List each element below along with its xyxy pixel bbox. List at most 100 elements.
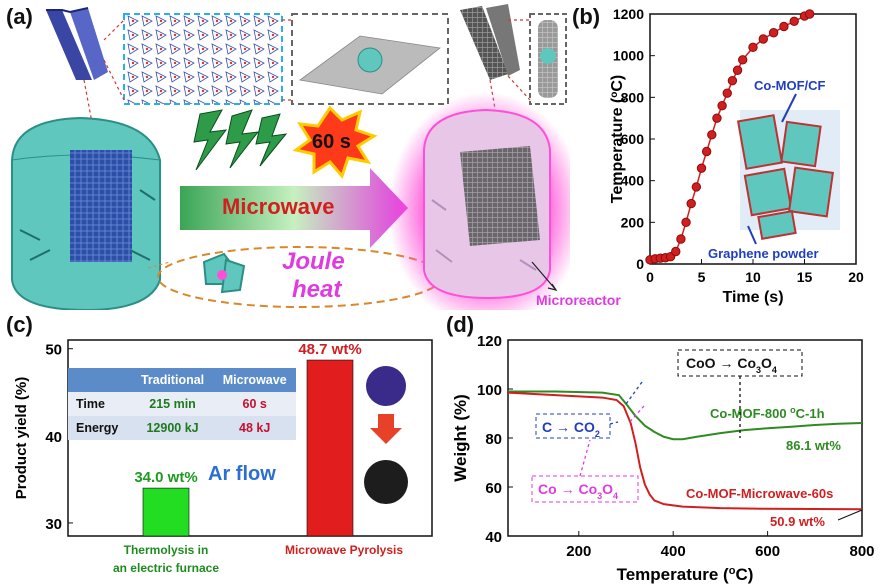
data-point-b: [712, 113, 722, 123]
bar: [306, 359, 354, 537]
joule-heat-label-2: heat: [292, 276, 342, 303]
microreactor-glowing: [388, 92, 570, 310]
table-cell: Energy: [68, 416, 132, 440]
x-axis-label-d: Temperature (oC): [617, 565, 754, 584]
data-point-b: [779, 21, 789, 32]
y-tick-label-b: 400: [621, 173, 645, 189]
data-point-b: [686, 198, 696, 209]
microreactor-label: Microreactor: [536, 292, 621, 308]
series-line: [507, 391, 863, 511]
carbon-cloth-before: [11, 116, 161, 310]
table-cell: 12900 kJ: [131, 416, 214, 440]
time-badge-label: 60 s: [312, 131, 351, 153]
y-tick-label-b: 1200: [613, 6, 644, 22]
table-row: Energy 12900 kJ 48 kJ: [68, 416, 296, 440]
series-line: [508, 390, 863, 441]
data-point-b: [758, 34, 769, 44]
bar-value-label: 34.0 wt%: [134, 469, 197, 486]
data-point-b: [789, 16, 799, 26]
graphene-flake: [787, 166, 835, 218]
y-tick-label-d: 60: [485, 480, 502, 497]
timer-burst-icon: [292, 105, 378, 179]
annotation-box-co-co3o4: [531, 475, 639, 503]
dark-fiber-icon: [460, 4, 520, 80]
chart-c: 30 40 50 Product yield (%) 34.0 wt% Thermolys…: [13, 339, 433, 575]
carbon-fiber-icon: [46, 7, 108, 80]
table-header: Microwave: [213, 368, 296, 392]
x-tick-label-d: 400: [661, 543, 686, 560]
y-tick-label-b: 0: [636, 256, 644, 272]
annotation-coo-co3o4: CoO → Co3O4: [686, 355, 777, 375]
table-header-row: Traditional Microwave: [68, 368, 296, 392]
series-label-red: Co-MOF-Microwave-60s: [686, 486, 833, 501]
joule-heat-label-1: Joule: [282, 248, 345, 275]
x-tick-label-b: 10: [745, 269, 761, 285]
particle-cluster-icon: [202, 252, 246, 294]
bar: [142, 487, 190, 537]
chart-b: 0 200 400 600 800 1000 1200 0 5 10 15 20 Time (s) Tem…: [609, 6, 864, 306]
y-tick-label-c: 40: [45, 429, 62, 446]
data-point-b: [727, 75, 738, 86]
data-point-b: [722, 88, 732, 98]
panel-label-c: (c): [6, 312, 33, 337]
y-axis-label-b: Temperature (oC): [609, 75, 627, 204]
inset-illustration: [736, 110, 840, 240]
data-point-b: [717, 100, 727, 111]
data-point-b: [748, 42, 758, 53]
graphene-flake: [757, 210, 797, 240]
y-tick-label-b: 600: [621, 131, 645, 147]
y-tick-label-d: 40: [485, 529, 502, 546]
annotation-box-coo-co3o4: [677, 349, 803, 377]
lightning-icon: [193, 109, 288, 171]
mof-sample-icon: [366, 366, 406, 406]
end-value-red: 50.9 wt%: [770, 514, 825, 529]
y-axis-label-d: Weight (%): [451, 394, 470, 482]
annotation-c-co2: C → CO2: [542, 419, 600, 439]
x-tick-label-d: 200: [566, 543, 591, 560]
x-tick-label-b: 20: [848, 269, 864, 285]
pointer-line: [837, 509, 863, 521]
table-cell: 48 kJ: [213, 416, 296, 440]
table-cell: 215 min: [131, 392, 214, 416]
end-value-green: 86.1 wt%: [786, 438, 841, 453]
bar-category-label: Microwave Pyrolysis: [285, 543, 403, 557]
chart-d: 40 60 80 100 120 200 400 600 800 Temperature (oC)…: [451, 333, 875, 584]
y-tick-label-b: 200: [621, 214, 645, 230]
panel-label-b: (b): [572, 4, 601, 29]
bar-category-label: an electric furnace: [113, 561, 219, 575]
annotation-arrow: [579, 439, 591, 477]
annotation-co-mof-cf: Co-MOF/CF: [754, 78, 826, 93]
annotation-arrow: [609, 421, 619, 425]
panel-a-illustration: [11, 4, 570, 310]
panel-label-d: (d): [446, 312, 475, 337]
data-point-b: [804, 9, 815, 19]
data-point-b: [732, 65, 743, 75]
x-axis-label-b: Time (s): [722, 289, 783, 306]
series-label-green: Co-MOF-800 oC-1h: [710, 405, 825, 421]
annotation-graphene-powder: Graphene powder: [708, 246, 819, 261]
table-header: [68, 368, 132, 392]
microwave-label: Microwave: [222, 194, 335, 219]
graphene-flake: [780, 120, 822, 168]
data-point-b: [691, 182, 702, 192]
table-row: Time 215 min 60 s: [68, 392, 296, 416]
table-header: Traditional: [131, 368, 214, 392]
ar-flow-label: Ar flow: [208, 463, 276, 485]
table-cell: 60 s: [213, 392, 296, 416]
data-point-b: [738, 55, 748, 65]
x-tick-label-d: 800: [849, 543, 874, 560]
data-point-b: [696, 163, 707, 173]
data-point-b: [676, 234, 686, 244]
x-tick-label-d: 600: [755, 543, 780, 560]
bar-value-label: 48.7 wt%: [298, 341, 361, 358]
y-tick-label-b: 800: [621, 89, 645, 105]
product-sample-icon: [364, 460, 408, 504]
data-point-b: [701, 146, 712, 157]
y-tick-label-d: 100: [477, 382, 502, 399]
x-tick-label-b: 0: [646, 269, 654, 285]
panel-label-a: (a): [6, 4, 33, 29]
y-tick-label-d: 80: [485, 431, 502, 448]
graphene-flake: [743, 167, 793, 217]
mof-structure-box: [123, 13, 283, 105]
y-tick-label-b: 1000: [613, 48, 644, 64]
